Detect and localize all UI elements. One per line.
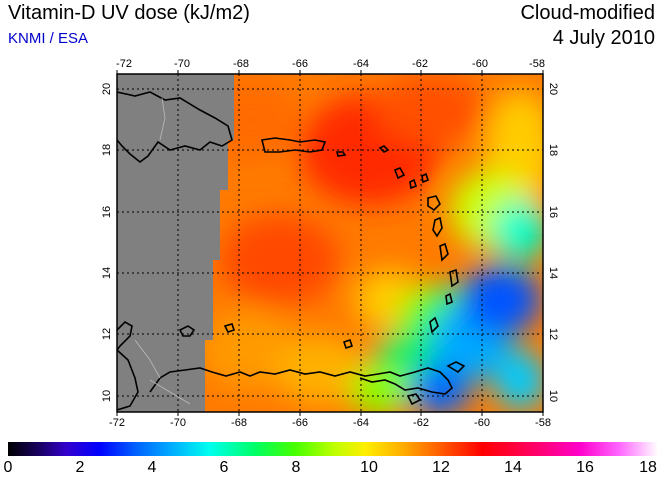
title: Vitamin-D UV dose (kJ/m2) (8, 2, 250, 24)
lat-tick-right-2: 14 (547, 267, 559, 279)
colorbar (8, 442, 658, 456)
colorbar-label-18: 18 (639, 459, 657, 476)
borders (134, 97, 191, 405)
lat-tick-left-0: 10 (101, 390, 113, 402)
map-frame (116, 73, 544, 413)
source-label: KNMI / ESA (8, 30, 89, 47)
lat-tick-left-1: 12 (101, 328, 113, 340)
lat-tick-right-5: 20 (547, 83, 559, 95)
colorbar-label-6: 6 (219, 459, 229, 476)
lat-tick-right-1: 12 (547, 328, 559, 340)
colorbar-label-4: 4 (147, 459, 157, 476)
lon-tick-bottom-4: -64 (353, 417, 369, 429)
lat-tick-left-2: 14 (101, 267, 113, 279)
no-data-region (117, 74, 234, 412)
lon-tick-bottom-1: -70 (170, 417, 186, 429)
lon-tick-top-2: -68 (233, 58, 249, 70)
lat-tick-right-0: 10 (547, 390, 559, 402)
lon-tick-bottom-0: -72 (109, 417, 125, 429)
colorbar-label-16: 16 (576, 459, 594, 476)
colorbar-label-8: 8 (291, 459, 301, 476)
dose-field (117, 74, 543, 412)
map-tick-marks (116, 70, 544, 416)
lat-tick-left-5: 20 (101, 83, 113, 95)
lon-tick-top-7: -58 (529, 58, 545, 70)
lon-tick-bottom-5: -62 (413, 417, 429, 429)
lat-tick-right-4: 18 (547, 144, 559, 156)
lat-tick-left-4: 18 (101, 144, 113, 156)
lon-tick-top-0: -72 (116, 58, 132, 70)
lon-tick-bottom-3: -66 (292, 417, 308, 429)
colorbar-label-10: 10 (360, 459, 378, 476)
date-label: 4 July 2010 (552, 27, 655, 49)
colorbar-label-12: 12 (432, 459, 450, 476)
mode-label: Cloud-modified (520, 2, 655, 24)
lat-tick-right-3: 16 (547, 206, 559, 218)
lon-tick-top-4: -64 (353, 58, 369, 70)
grid-lines (117, 74, 543, 412)
lon-tick-bottom-2: -68 (231, 417, 247, 429)
colorbar-label-14: 14 (504, 459, 522, 476)
lon-tick-top-3: -66 (292, 58, 308, 70)
lon-tick-top-6: -60 (472, 58, 488, 70)
lat-tick-left-3: 16 (101, 206, 113, 218)
lon-tick-top-1: -70 (174, 58, 190, 70)
colorbar-label-0: 0 (3, 459, 13, 476)
lon-tick-bottom-7: -58 (535, 417, 551, 429)
lon-tick-top-5: -62 (412, 58, 428, 70)
coastlines (117, 91, 466, 411)
colorbar-label-2: 2 (75, 459, 85, 476)
lon-tick-bottom-6: -60 (474, 417, 490, 429)
uv-dose-map: -72 -70 -68 -66 -64 -62 -60 -58 -72 -70 … (101, 58, 559, 429)
